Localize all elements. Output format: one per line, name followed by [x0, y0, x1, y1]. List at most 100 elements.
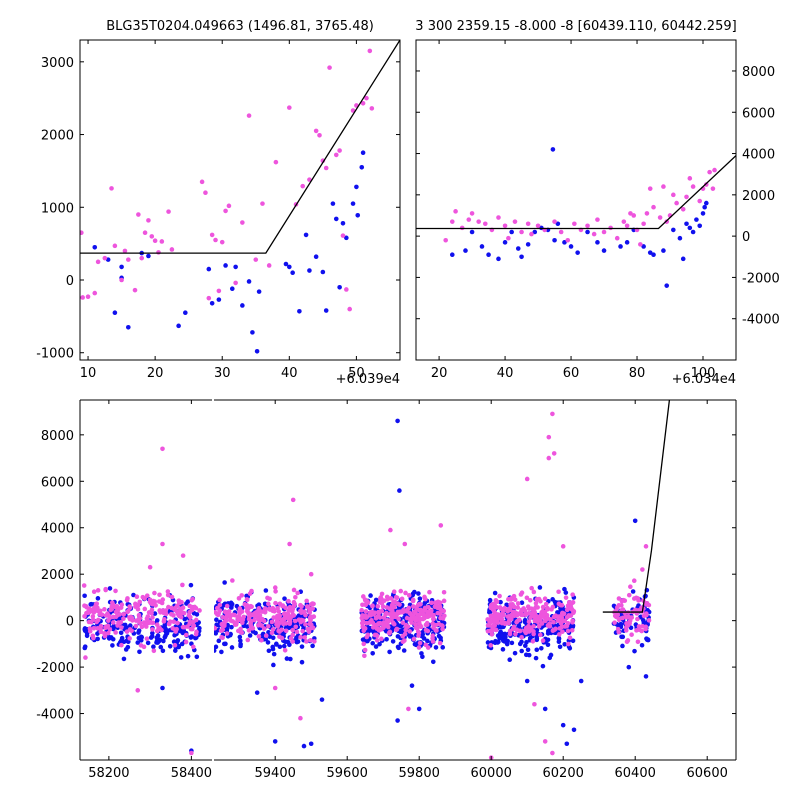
- data-point-b: [530, 638, 536, 644]
- data-point-b: [159, 627, 164, 633]
- data-point-a: [284, 656, 290, 661]
- model-line: [602, 400, 671, 613]
- plot-area-right: [214, 400, 671, 760]
- data-point-b: [253, 257, 259, 262]
- data-point-b: [119, 277, 124, 283]
- data-point-a: [118, 638, 124, 644]
- data-point-a: [197, 625, 202, 631]
- data-point-b: [157, 592, 162, 598]
- y-tick-label: -4000: [36, 708, 74, 723]
- data-point-a: [158, 644, 164, 650]
- data-point-b: [189, 604, 194, 610]
- data-point-b: [491, 605, 496, 611]
- data-point-b: [391, 599, 396, 604]
- data-point-a: [107, 586, 113, 591]
- x-tick-label: 60200: [543, 766, 584, 781]
- data-point-b: [223, 618, 229, 623]
- data-point-b: [165, 592, 171, 598]
- data-point-b: [442, 613, 447, 619]
- data-point-b: [674, 200, 679, 206]
- data-point-b: [540, 608, 546, 614]
- data-point-b: [273, 600, 278, 606]
- data-point-b: [127, 604, 132, 609]
- data-point-b: [403, 590, 408, 596]
- data-point-a: [265, 640, 271, 645]
- data-point-b: [135, 606, 141, 612]
- data-point-b: [360, 602, 365, 608]
- data-point-a: [270, 635, 276, 641]
- data-point-b: [524, 626, 530, 632]
- data-point-b: [109, 186, 114, 191]
- data-point-b: [135, 688, 141, 693]
- data-point-b: [261, 626, 267, 631]
- data-point-a: [274, 642, 279, 647]
- data-point-b: [426, 609, 431, 615]
- data-point-a: [563, 590, 569, 595]
- data-point-b: [502, 223, 508, 229]
- data-point-a: [270, 646, 276, 652]
- data-point-b: [453, 209, 458, 214]
- data-point-a: [413, 642, 419, 648]
- data-point-b: [519, 590, 525, 596]
- data-point-b: [224, 603, 230, 609]
- data-point-b: [166, 209, 171, 214]
- data-point-b: [565, 237, 571, 243]
- data-point-a: [519, 600, 525, 606]
- data-point-b: [377, 615, 383, 620]
- axes-frame: [79, 39, 401, 361]
- data-point-a: [401, 648, 407, 653]
- data-point-b: [152, 238, 158, 244]
- data-point-b: [310, 606, 315, 611]
- data-point-a: [585, 229, 590, 235]
- data-point-b: [641, 221, 646, 227]
- data-point-b: [553, 613, 558, 618]
- data-point-b: [643, 544, 649, 549]
- data-point-a: [632, 518, 638, 524]
- data-point-b: [449, 219, 455, 224]
- data-point-b: [190, 596, 195, 602]
- data-point-a: [254, 690, 260, 695]
- data-point-b: [616, 617, 622, 623]
- data-point-a: [82, 644, 88, 649]
- data-point-b: [238, 629, 244, 635]
- data-point-b: [570, 618, 575, 623]
- data-point-a: [237, 634, 243, 640]
- data-point-b: [215, 612, 221, 618]
- data-point-b: [362, 653, 367, 659]
- data-point-a: [295, 639, 301, 644]
- data-point-b: [360, 619, 366, 624]
- data-point-b: [546, 455, 552, 461]
- data-point-a: [148, 635, 154, 640]
- data-point-a: [185, 653, 191, 659]
- data-point-a: [299, 659, 305, 665]
- data-point-b: [437, 640, 443, 646]
- data-point-b: [566, 641, 571, 647]
- data-point-b: [526, 619, 532, 625]
- data-point-b: [176, 598, 182, 604]
- data-point-b: [187, 621, 192, 627]
- data-point-b: [275, 624, 280, 629]
- data-point-b: [534, 597, 540, 603]
- data-point-b: [158, 610, 163, 615]
- data-point-b: [327, 65, 332, 70]
- data-point-b: [487, 617, 493, 623]
- data-point-b: [143, 620, 149, 626]
- data-point-b: [629, 632, 634, 637]
- x-tick-label: 60400: [615, 766, 656, 781]
- plot-area-left: [81, 446, 202, 756]
- data-point-b: [566, 600, 572, 605]
- y-tick-label: -2000: [36, 661, 74, 676]
- data-point-b: [115, 608, 121, 613]
- data-point-b: [159, 239, 165, 244]
- data-point-b: [223, 208, 228, 214]
- data-point-a: [221, 603, 226, 608]
- data-point-a: [185, 599, 191, 604]
- data-point-a: [118, 630, 124, 636]
- data-point-b: [374, 626, 380, 631]
- data-point-a: [355, 212, 361, 218]
- data-point-a: [542, 706, 548, 712]
- data-point-b: [126, 257, 131, 262]
- data-point-b: [386, 618, 392, 624]
- data-point-a: [360, 150, 366, 156]
- data-point-b: [105, 630, 111, 636]
